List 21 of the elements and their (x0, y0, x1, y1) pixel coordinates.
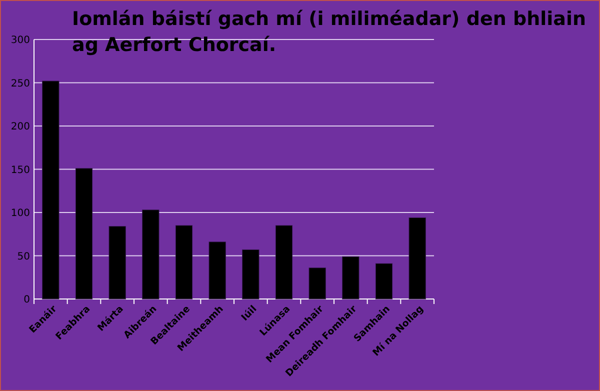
bar (42, 80, 60, 300)
bar (75, 168, 93, 300)
bar (142, 210, 160, 300)
bar (375, 263, 393, 300)
bar (408, 217, 426, 300)
y-tick-label: 150 (10, 164, 30, 176)
bar (342, 256, 360, 300)
bar (275, 225, 293, 300)
y-tick-label: 0 (24, 294, 30, 306)
y-tick-label: 250 (10, 78, 30, 90)
y-tick-label: 50 (17, 251, 30, 262)
y-tick-label: 200 (10, 122, 30, 132)
bar (208, 242, 226, 300)
x-tick-label: Iúil (239, 304, 260, 324)
bar (108, 226, 126, 300)
y-tick-label: 300 (10, 35, 30, 46)
chart-title: Iomlán báistí gach mí (i miliméadar) den bhliain ag Aerfort Chorcaí. (72, 8, 586, 56)
y-tick-label: 100 (10, 208, 30, 219)
bar (308, 268, 326, 300)
bar (175, 225, 193, 300)
bar (242, 249, 260, 300)
